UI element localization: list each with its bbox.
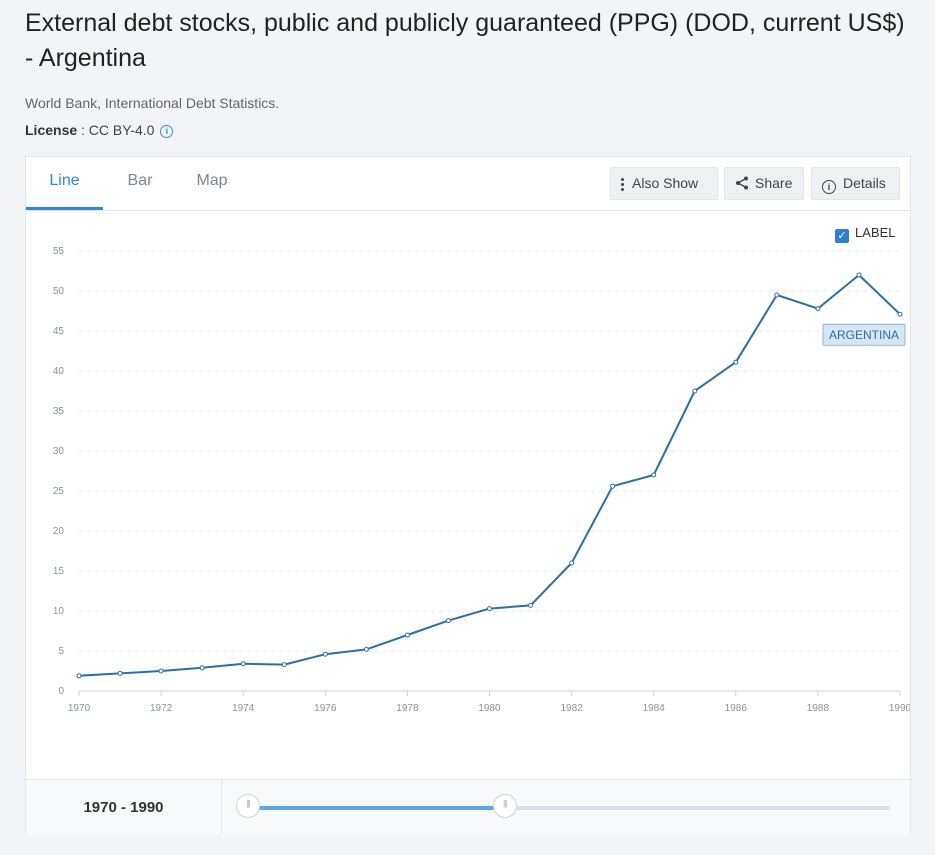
- also-show-button[interactable]: Also Show: [610, 167, 718, 200]
- x-tick-label: 1986: [725, 703, 748, 714]
- data-point: [445, 618, 451, 624]
- tab-map[interactable]: Map: [196, 172, 228, 189]
- y-tick-label: 30: [53, 446, 65, 457]
- range-end-handle[interactable]: [492, 794, 517, 818]
- checkbox-checked-icon[interactable]: ✓: [835, 229, 849, 243]
- data-point: [897, 311, 903, 317]
- x-tick-label: 1976: [314, 703, 337, 714]
- range-slider-fill: [248, 806, 505, 810]
- y-tick-label: 10: [53, 606, 65, 617]
- also-show-label: Also Show: [632, 175, 699, 191]
- range-label: 1970 - 1990: [26, 780, 222, 835]
- data-point: [117, 670, 123, 676]
- line-chart: 0 5 10 15 20 25 30 35 40 45 50 55 1970 1972 1974 1976 19…: [53, 246, 910, 714]
- x-tick-label: 1978: [396, 703, 419, 714]
- data-point: [240, 661, 246, 667]
- tab-line[interactable]: Line: [26, 157, 103, 210]
- y-tick-label: 45: [53, 326, 65, 337]
- license-label: License: [25, 122, 78, 138]
- data-point: [199, 665, 205, 671]
- x-tick-label: 1990: [889, 703, 910, 714]
- series-label: ARGENTINA: [829, 328, 899, 342]
- page-title: External debt stocks, public and publicl…: [25, 9, 905, 72]
- share-button[interactable]: Share: [724, 167, 804, 200]
- y-tick-label: 20: [53, 526, 65, 537]
- data-point: [363, 646, 369, 652]
- data-point: [569, 560, 575, 566]
- x-tick-label: 1972: [150, 703, 173, 714]
- data-point: [76, 673, 82, 679]
- y-tick-label: 35: [53, 406, 65, 417]
- data-point: [774, 292, 780, 298]
- info-circle-icon: i: [822, 180, 836, 194]
- data-point: [322, 651, 328, 657]
- tab-bar[interactable]: Bar: [127, 172, 153, 189]
- data-point: [733, 359, 739, 365]
- data-point: [610, 483, 616, 489]
- info-icon[interactable]: i: [160, 125, 174, 138]
- data-point: [281, 662, 287, 668]
- y-tick-label: 50: [53, 286, 65, 297]
- data-point: [528, 602, 534, 608]
- x-tick-label: 1982: [560, 703, 583, 714]
- series-label-badge: [822, 323, 906, 346]
- range-start-handle[interactable]: [236, 794, 260, 818]
- range-footer: 1970 - 1990: [26, 779, 910, 835]
- chart-card: Line Bar Map Also Show Share i Details ✓ L…: [25, 156, 911, 835]
- data-point: [856, 272, 862, 278]
- share-icon: [735, 168, 749, 199]
- series-line: [78, 274, 901, 677]
- source-text: World Bank, International Debt Statistic…: [25, 95, 280, 111]
- x-tick-label: 1970: [68, 703, 91, 714]
- y-tick-label: 0: [58, 686, 64, 697]
- data-point: [651, 472, 657, 478]
- data-point: [158, 668, 164, 674]
- data-point: [487, 606, 492, 612]
- y-tick-label: 55: [53, 246, 65, 257]
- data-point: [692, 388, 698, 394]
- data-point: [404, 632, 410, 638]
- details-label: Details: [843, 175, 886, 191]
- label-toggle[interactable]: ✓ LABEL: [835, 225, 895, 243]
- share-label: Share: [755, 175, 793, 191]
- license-line: License : CC BY-4.0 i: [25, 122, 174, 138]
- y-tick-label: 5: [58, 646, 64, 657]
- range-slider-track[interactable]: [248, 806, 890, 810]
- x-tick-label: 1980: [478, 703, 501, 714]
- y-tick-label: 40: [53, 366, 65, 377]
- license-value: : CC BY-4.0: [77, 122, 155, 138]
- data-point: [815, 306, 821, 312]
- x-tick-label: 1974: [232, 703, 255, 714]
- y-tick-label: 15: [53, 566, 65, 577]
- y-tick-label: 25: [53, 486, 65, 497]
- details-button[interactable]: i Details: [811, 167, 900, 200]
- label-toggle-text: LABEL: [855, 225, 896, 240]
- x-tick-label: 1988: [807, 703, 830, 714]
- x-tick-label: 1984: [643, 703, 666, 714]
- more-vertical-icon: [621, 176, 624, 193]
- chart-tabs: Line Bar Map Also Show Share i Details: [26, 157, 910, 211]
